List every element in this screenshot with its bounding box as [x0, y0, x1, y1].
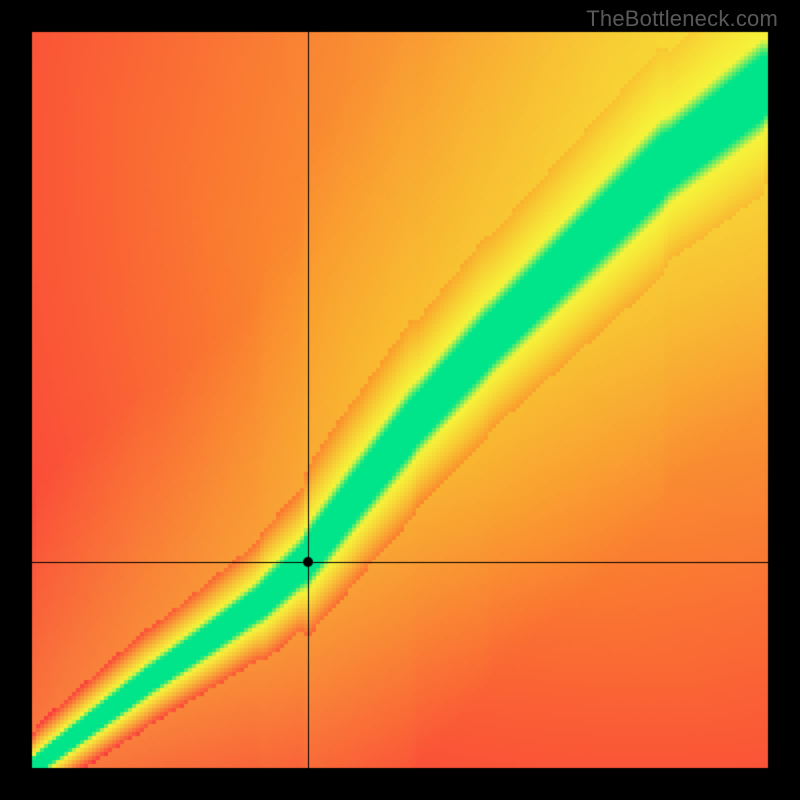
- chart-container: TheBottleneck.com: [0, 0, 800, 800]
- heatmap-canvas: [0, 0, 800, 800]
- watermark-text: TheBottleneck.com: [586, 6, 778, 32]
